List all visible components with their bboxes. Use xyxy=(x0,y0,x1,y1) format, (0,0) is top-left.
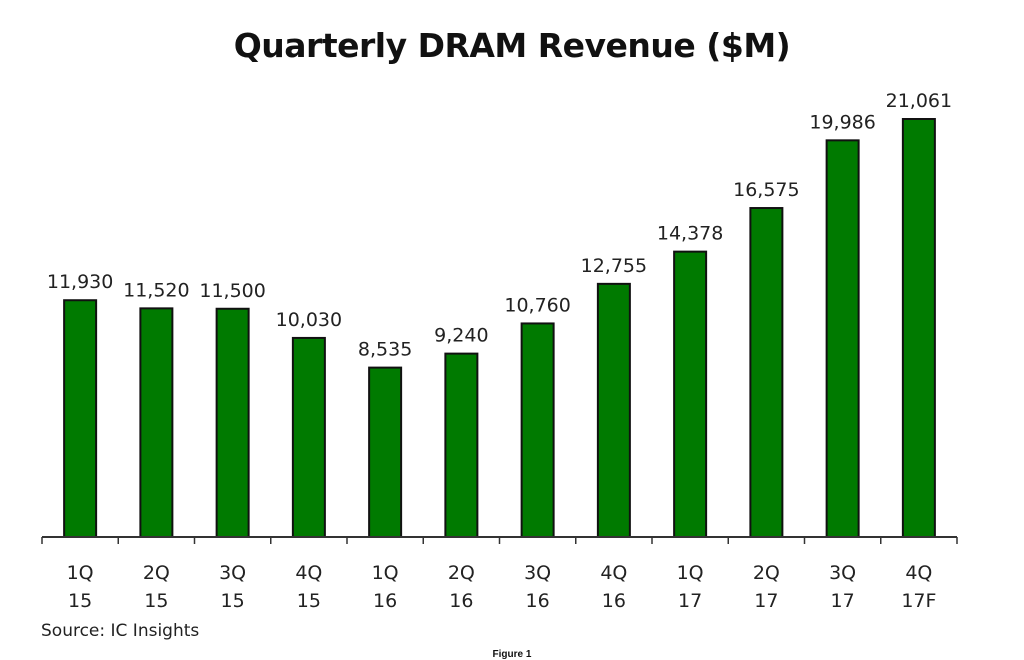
value-label: 11,500 xyxy=(199,280,265,302)
bar-3Q-17 xyxy=(825,139,860,539)
x-tick-label-quarter: 1Q xyxy=(372,562,399,584)
bars-group xyxy=(63,118,936,539)
x-tick-label-quarter: 2Q xyxy=(753,562,780,584)
x-tick-label-quarter: 2Q xyxy=(143,562,170,584)
x-tick-labels-group: 1Q 15 2Q 15 3Q 15 4Q 15 1Q 16 2Q 16 3Q 16 4Q 16 1Q 17 2Q 17… xyxy=(67,562,937,612)
x-tick-label-year: 16 xyxy=(602,590,626,612)
x-tick-label-quarter: 3Q xyxy=(829,562,856,584)
bar-3Q-16 xyxy=(520,322,555,539)
value-label: 21,061 xyxy=(886,90,952,112)
value-label: 9,240 xyxy=(434,325,488,347)
bar-4Q-16 xyxy=(596,282,631,538)
x-tick-label-year: 16 xyxy=(373,590,397,612)
value-label: 19,986 xyxy=(809,111,875,133)
bar-2Q-16 xyxy=(444,352,479,538)
value-label: 14,378 xyxy=(657,223,723,245)
x-tick-label-quarter: 3Q xyxy=(524,562,551,584)
value-label: 11,930 xyxy=(47,271,113,293)
x-tick-label-quarter: 4Q xyxy=(905,562,932,584)
x-tick-label-quarter: 2Q xyxy=(448,562,475,584)
bar-1Q-16 xyxy=(368,366,403,539)
bar-2Q-17 xyxy=(749,207,784,538)
x-tick-label-year: 16 xyxy=(526,590,550,612)
x-tick-label-year: 17 xyxy=(831,590,855,612)
x-tick-label-quarter: 1Q xyxy=(67,562,94,584)
figure-caption: Figure 1 xyxy=(492,649,532,660)
x-tick-label-year: 16 xyxy=(449,590,473,612)
bar-3Q-15 xyxy=(215,307,250,539)
x-tick-label-quarter: 4Q xyxy=(600,562,627,584)
bar-4Q-15 xyxy=(291,336,326,538)
x-tick-label-year: 17F xyxy=(901,590,936,612)
bar-4Q-17F xyxy=(901,118,936,538)
source-note: Source: IC Insights xyxy=(41,621,200,641)
x-tick-label-year: 15 xyxy=(297,590,321,612)
value-label: 16,575 xyxy=(733,179,799,201)
bar-1Q-15 xyxy=(63,299,98,538)
value-labels-group: 11,930 11,520 11,500 10,030 8,535 9,240 10,760… xyxy=(47,90,952,361)
value-label: 8,535 xyxy=(358,339,412,361)
x-tick-label-year: 15 xyxy=(221,590,245,612)
x-tick-label-year: 15 xyxy=(68,590,92,612)
value-label: 10,030 xyxy=(276,309,342,331)
chart-title: Quarterly DRAM Revenue ($M) xyxy=(233,26,791,65)
x-axis xyxy=(41,536,958,544)
x-tick-label-year: 17 xyxy=(754,590,778,612)
value-label: 11,520 xyxy=(123,279,189,301)
value-label: 12,755 xyxy=(581,255,647,277)
x-tick-label-year: 17 xyxy=(678,590,702,612)
x-tick-label-quarter: 4Q xyxy=(295,562,322,584)
bar-2Q-15 xyxy=(139,307,174,539)
bar-1Q-17 xyxy=(673,250,708,538)
x-tick-label-quarter: 1Q xyxy=(677,562,704,584)
x-tick-label-quarter: 3Q xyxy=(219,562,246,584)
x-tick-label-year: 15 xyxy=(144,590,168,612)
value-label: 10,760 xyxy=(504,294,570,316)
